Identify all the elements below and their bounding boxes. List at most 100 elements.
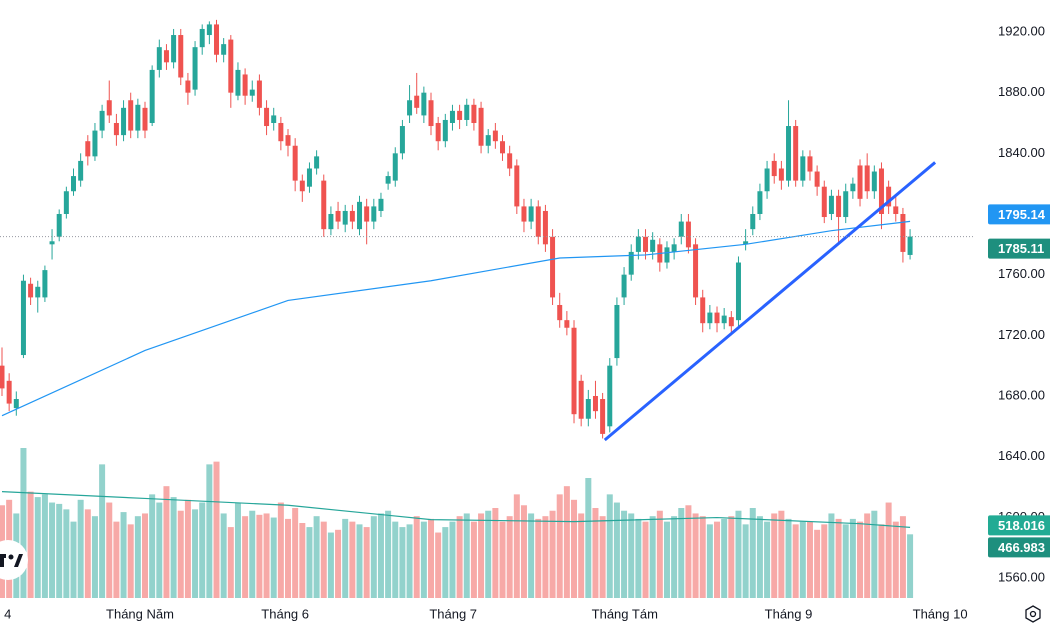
volume-bar	[363, 527, 370, 598]
candle-body	[500, 141, 506, 154]
price-ma-label: 1795.14	[998, 207, 1046, 222]
candle-body	[42, 270, 48, 298]
candle-body	[528, 206, 534, 222]
candle-body	[142, 107, 148, 131]
candle-body	[364, 206, 370, 222]
candle-body	[721, 315, 727, 324]
volume-bar	[871, 510, 878, 598]
volume-bar	[628, 513, 635, 598]
candle-body	[113, 122, 119, 136]
candle-body	[828, 195, 834, 214]
volume-bar	[206, 464, 213, 598]
candle-body	[428, 100, 434, 127]
y-tick-label: 1720.00	[998, 327, 1045, 342]
volume-bar	[249, 510, 256, 598]
volume-bar	[299, 523, 306, 598]
candle-body	[628, 251, 634, 275]
volume-bar	[520, 505, 527, 598]
candle-body	[371, 206, 377, 222]
x-tick-label: Tháng 6	[261, 606, 309, 621]
candle-body	[664, 247, 670, 263]
volume-bar	[49, 502, 56, 598]
candle-body	[607, 365, 613, 427]
candle-body	[514, 165, 520, 207]
volume-bar	[41, 494, 48, 598]
volume-bar	[306, 527, 313, 598]
candle-body	[385, 176, 391, 184]
volume-ma-label-box	[988, 515, 1050, 536]
volume-bar	[678, 508, 685, 598]
candle-body	[735, 262, 741, 321]
candle-body	[864, 165, 870, 192]
volume-bar	[599, 516, 606, 598]
volume-bar	[656, 510, 663, 598]
volume-bar	[234, 502, 241, 598]
volume-bar	[285, 518, 292, 598]
candle-body	[893, 206, 899, 214]
candle-body	[743, 241, 749, 245]
volume-bar	[478, 513, 485, 598]
candle-body	[492, 130, 498, 142]
volume-bar	[742, 524, 749, 598]
candle-body	[585, 399, 591, 419]
volume-bar	[899, 516, 906, 598]
volume-label: 466.983	[998, 540, 1045, 555]
volume-bar	[70, 521, 77, 598]
candle-body	[271, 115, 277, 123]
volume-bar	[149, 494, 156, 598]
candle-body	[392, 153, 398, 181]
volume-bar	[885, 502, 892, 598]
volume-bar	[814, 529, 821, 598]
volume-bar	[821, 524, 828, 598]
volume-bar	[606, 494, 613, 598]
y-tick-label: 1840.00	[998, 145, 1045, 160]
volume-bar	[835, 518, 842, 598]
candle-body	[778, 168, 784, 181]
candle-body	[56, 213, 62, 237]
candle-body	[171, 35, 177, 63]
volume-bar	[134, 516, 141, 598]
volume-bar	[849, 518, 856, 598]
candle-body	[221, 44, 227, 55]
candle-body	[314, 156, 320, 169]
settings-icon[interactable]	[1025, 605, 1041, 623]
y-tick-label: 1920.00	[998, 23, 1045, 38]
candle-body	[49, 241, 55, 245]
last-price-label-box	[988, 238, 1050, 259]
trend-line	[603, 161, 937, 442]
volume-bar	[663, 521, 670, 598]
candle-body	[714, 312, 720, 324]
candle-body	[671, 244, 677, 252]
candle-body	[321, 180, 327, 230]
candle-body	[278, 122, 284, 142]
volume-ma-line	[1, 491, 911, 528]
candle-body	[106, 100, 112, 116]
candle-body	[807, 156, 813, 172]
candle-body	[485, 135, 491, 146]
candle-body	[886, 186, 892, 207]
volume-bar	[413, 516, 420, 598]
volume-bar	[535, 518, 542, 598]
candle-body	[99, 110, 105, 131]
y-tick-label: 1680.00	[998, 387, 1045, 402]
volume-bar	[756, 516, 763, 598]
price-ma-label-box	[988, 204, 1050, 225]
candle-body	[35, 286, 41, 298]
volume-bar	[177, 510, 184, 598]
candle-body	[793, 126, 799, 181]
volume-bar	[199, 502, 206, 598]
candle-body	[349, 210, 355, 222]
volume-bar	[513, 494, 520, 598]
candle-body	[836, 195, 842, 218]
volume-bar	[806, 521, 813, 598]
candle-body	[757, 191, 763, 214]
last-price-label: 1785.11	[998, 241, 1044, 256]
candle-body	[78, 160, 84, 181]
candle-body	[357, 201, 363, 230]
volume-bar	[113, 521, 120, 598]
volume-bar	[907, 534, 914, 598]
candle-body	[821, 186, 827, 218]
candle-body	[242, 74, 248, 96]
volume-bar	[892, 521, 899, 598]
volume-bar	[456, 516, 463, 598]
